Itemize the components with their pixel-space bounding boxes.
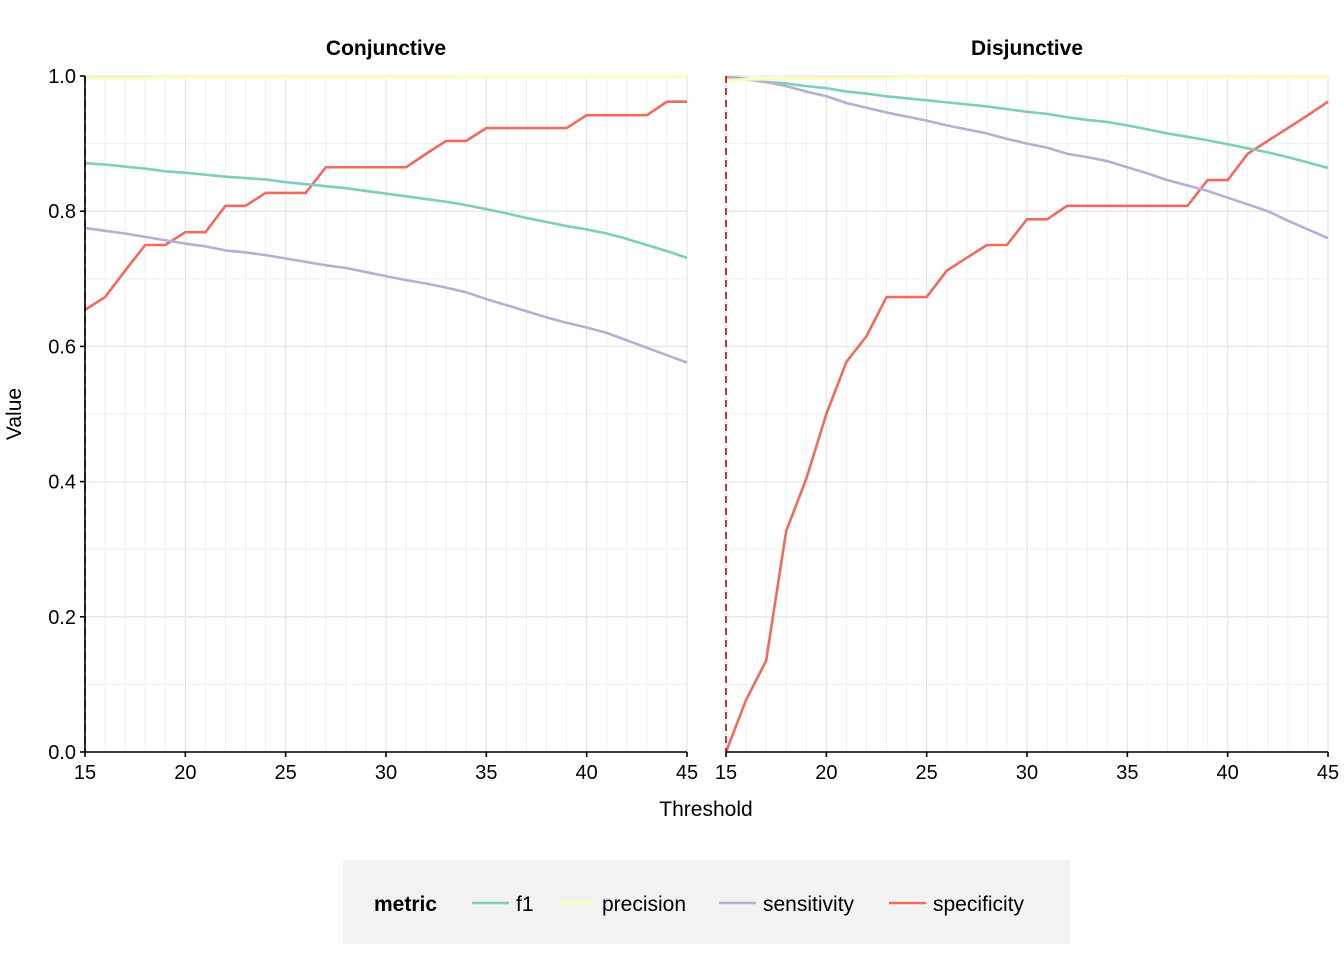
- series-line-f1: [84, 161, 688, 260]
- legend-label: precision: [602, 893, 686, 916]
- legend-item-specificity: specificity: [889, 893, 1025, 916]
- x-axis-title: Threshold: [659, 798, 752, 821]
- legend-label: f1: [516, 893, 534, 916]
- chart-panels: Conjunctive 0.0 0.2 0.4 0.6 0.8 1.0 15 20 25 30 35 4…: [48, 37, 1339, 784]
- y-tick-label: 0.8: [48, 201, 76, 223]
- panel-title: Disjunctive: [971, 37, 1083, 60]
- x-tick-label: 45: [1317, 762, 1339, 784]
- x-tick-label: 25: [916, 762, 938, 784]
- series-line-f1: [725, 76, 1329, 170]
- panel-conjunctive: Conjunctive 0.0 0.2 0.4 0.6 0.8 1.0 15 20 25 30 35 4…: [48, 37, 698, 784]
- y-tick-label: 0.0: [48, 742, 76, 764]
- x-tick-label: 20: [815, 762, 837, 784]
- series-line-precision: [725, 76, 1328, 82]
- series-line-precision: [85, 75, 687, 80]
- y-tick-label: 0.6: [48, 336, 76, 358]
- x-tick-label: 35: [475, 762, 497, 784]
- series-line-sensitivity: [725, 75, 1329, 240]
- x-tick-label: 45: [676, 762, 698, 784]
- legend-item-f1: f1: [472, 893, 534, 916]
- series-line-specificity: [84, 100, 687, 311]
- x-tick-label: 15: [715, 762, 737, 784]
- legend-label: specificity: [933, 893, 1025, 916]
- series-line-sensitivity: [84, 226, 688, 364]
- panel-disjunctive: Disjunctive 15 20 25 30 35 40 45: [715, 37, 1339, 784]
- x-tick-label: 25: [275, 762, 297, 784]
- y-tick-label: 0.4: [48, 472, 76, 494]
- legend-items: f1 precision sensitivity specificity: [472, 893, 1025, 916]
- y-axis-title: Value: [3, 388, 26, 440]
- x-tick-label: 20: [174, 762, 196, 784]
- x-tick-label: 30: [375, 762, 397, 784]
- panel-title: Conjunctive: [326, 37, 446, 60]
- x-tick-label: 40: [576, 762, 598, 784]
- y-tick-label: 1.0: [48, 66, 76, 88]
- legend-title: metric: [374, 893, 437, 916]
- x-tick-label: 35: [1116, 762, 1138, 784]
- legend-box: [343, 860, 1070, 944]
- legend: metric f1 precision sensitivity specificity: [343, 860, 1070, 944]
- x-tick-label: 15: [74, 762, 96, 784]
- x-tick-label: 40: [1217, 762, 1239, 784]
- x-tick-label: 30: [1016, 762, 1038, 784]
- legend-label: sensitivity: [763, 893, 855, 916]
- series-line-specificity: [724, 100, 1329, 753]
- y-tick-label: 0.2: [48, 607, 76, 629]
- legend-item-sensitivity: sensitivity: [719, 893, 855, 916]
- legend-item-precision: precision: [558, 893, 686, 916]
